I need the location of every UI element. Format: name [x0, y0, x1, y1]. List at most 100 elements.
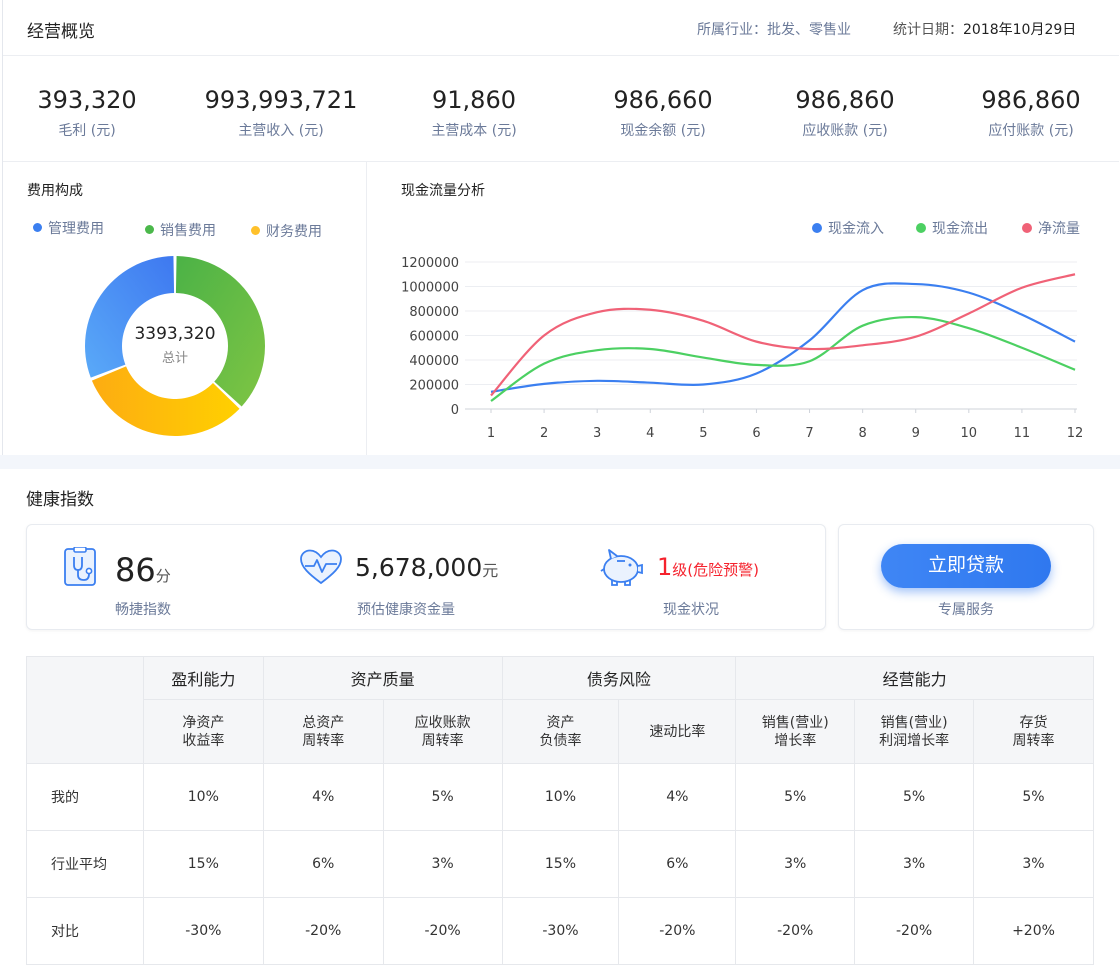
legend-dot-2: [916, 223, 926, 233]
y-tick-label: 1000000: [401, 281, 459, 296]
table-cell: -20%: [382, 897, 503, 965]
legend-management[interactable]: 管理费用: [33, 218, 104, 238]
table-row: 我的 10% 4% 5% 10% 4% 5% 5% 5%: [26, 763, 1094, 831]
legend-label: 财务费用: [266, 224, 322, 240]
column-header: 销售(营业) 增长率: [735, 699, 856, 764]
series-line-2: [490, 315, 1076, 402]
kpi-main-revenue: 993,993,721 主营收入 (元): [191, 86, 371, 140]
table-cell: 4%: [618, 763, 737, 831]
page-title: 经营概览: [27, 22, 95, 42]
column-header-line: 周转率: [1012, 732, 1055, 749]
column-header-line: 总资产: [302, 714, 345, 731]
cash-level-desc: 级(危险预警): [672, 561, 759, 579]
kpi-value: 986,860: [795, 86, 895, 114]
legend-dot-1: [812, 223, 822, 233]
cashflow-chart: 现金流量分析 1200000 1000000 800000 600000 400000 2…: [367, 162, 1119, 455]
y-tick-label: 400000: [409, 354, 459, 369]
column-header-line: 存货: [1019, 714, 1048, 731]
donut-segment-sales[interactable]: [175, 256, 265, 407]
health-title: 健康指数: [26, 490, 94, 510]
heart-pulse-icon: [300, 549, 342, 585]
series-line-3: [490, 273, 1076, 397]
legend-label-2: 现金流出: [932, 221, 988, 237]
kpi-cash-balance: 986,660 现金余额 (元): [573, 86, 753, 140]
fund-value: 5,678,000: [355, 553, 483, 582]
column-header-line: 周转率: [302, 732, 345, 749]
kpi-value: 393,320: [37, 86, 137, 114]
donut-total-label: 总计: [161, 351, 188, 366]
kpi-gross-profit: 393,320 毛利 (元): [0, 86, 177, 140]
column-header: 资产 负债率: [501, 699, 620, 764]
table-cell: 5%: [854, 763, 975, 831]
metric-score: 86分 畅捷指数: [27, 525, 277, 631]
stat-date-label: 统计日期：: [893, 22, 963, 38]
legend-dot: [145, 225, 154, 234]
donut-center: 3393,320 总计: [83, 254, 267, 438]
fund-label: 预估健康资金量: [357, 602, 455, 618]
series-line-1: [490, 282, 1076, 393]
legend-label-1: 现金流入: [828, 221, 884, 237]
group-asset-quality: 资产质量: [262, 656, 503, 700]
table-cell: 5%: [382, 763, 503, 831]
donut-segment-management[interactable]: [85, 256, 175, 378]
x-tick-label: 11: [1014, 426, 1031, 441]
metric-fund: 5,678,000元 预估健康资金量: [289, 525, 539, 631]
column-header-line: 速动比率: [649, 723, 706, 740]
donut-segment-finance[interactable]: [91, 366, 240, 436]
y-tick-label: 800000: [409, 305, 459, 320]
sub-header-row: 净资产 收益率 总资产 周转率 应收账款 周转率 资产 负债率 速动比率 销售(营业) 增长率 销售(…: [27, 699, 1094, 764]
table-cell: 10%: [142, 763, 264, 831]
kpi-label: 主营成本 (元): [431, 123, 517, 139]
legend-dot: [33, 223, 42, 232]
table-cell: 6%: [262, 830, 384, 898]
loan-now-button[interactable]: 立即贷款: [881, 544, 1051, 588]
kpi-value: 986,860: [981, 86, 1081, 114]
kpi-main-cost: 91,860 主营成本 (元): [384, 86, 564, 140]
cashflow-plot: 1200000 1000000 800000 600000 400000 200000 0 1…: [401, 221, 1084, 441]
table-cell: -30%: [501, 897, 620, 965]
legend-label-3: 净流量: [1038, 221, 1080, 237]
row-label: 我的: [26, 763, 144, 831]
column-header-line: 增长率: [774, 732, 817, 749]
y-tick-label: 600000: [409, 330, 459, 345]
loan-subtitle: 专属服务: [938, 602, 994, 618]
x-tick-label: 8: [858, 426, 866, 441]
x-tick-label: 5: [699, 426, 707, 441]
table-cell: 3%: [382, 830, 503, 898]
kpi-label: 毛利 (元): [58, 123, 116, 139]
table-cell: +20%: [973, 897, 1094, 965]
y-tick-label: 200000: [409, 379, 459, 394]
fund-value-wrap: 5,678,000元: [355, 553, 498, 582]
kpi-label: 主营收入 (元): [238, 123, 324, 139]
column-header-line: 应收账款: [414, 714, 471, 731]
x-tick-label: 2: [540, 426, 548, 441]
legend-dot-3: [1022, 223, 1032, 233]
metric-cash-status: 1级(危险预警) 现金状况: [595, 525, 827, 631]
score-label: 畅捷指数: [115, 602, 171, 618]
legend-sales[interactable]: 销售费用: [145, 220, 216, 240]
cashflow-title: 现金流量分析: [401, 183, 485, 199]
column-header: 存货 周转率: [973, 699, 1094, 764]
column-header-line: 负债率: [539, 732, 582, 749]
table-cell: 5%: [735, 763, 856, 831]
column-header-line: 利润增长率: [879, 732, 950, 749]
industry-label: 所属行业：批发、零售业: [697, 22, 851, 38]
overview-panel: 经营概览 所属行业：批发、零售业 统计日期：2018年10月29日 393,32…: [0, 0, 1120, 455]
x-tick-label: 1: [487, 426, 495, 441]
column-header-line: 资产: [546, 714, 575, 731]
x-tick-label: 3: [593, 426, 601, 441]
table-row: 行业平均 15% 6% 3% 15% 6% 3% 3% 3%: [26, 830, 1094, 898]
table-cell: -20%: [735, 897, 856, 965]
table-cell: 3%: [735, 830, 856, 898]
column-header: 净资产 收益率: [142, 699, 264, 764]
legend-finance[interactable]: 财务费用: [251, 221, 322, 241]
table-cell: 3%: [973, 830, 1094, 898]
kpi-payables: 986,860 应付账款 (元): [941, 86, 1120, 140]
table-body: 我的 10% 4% 5% 10% 4% 5% 5% 5% 行业平均 15% 6% 3% 15% 6% 3% 3%…: [26, 763, 1094, 965]
group-operating-capacity: 经营能力: [735, 656, 1094, 700]
table-cell: 15%: [501, 830, 620, 898]
column-header-line: 净资产: [182, 714, 225, 731]
donut-total-value: 3393,320: [134, 324, 216, 344]
x-tick-label: 12: [1067, 426, 1084, 441]
piggy-bank-icon: [600, 549, 643, 586]
